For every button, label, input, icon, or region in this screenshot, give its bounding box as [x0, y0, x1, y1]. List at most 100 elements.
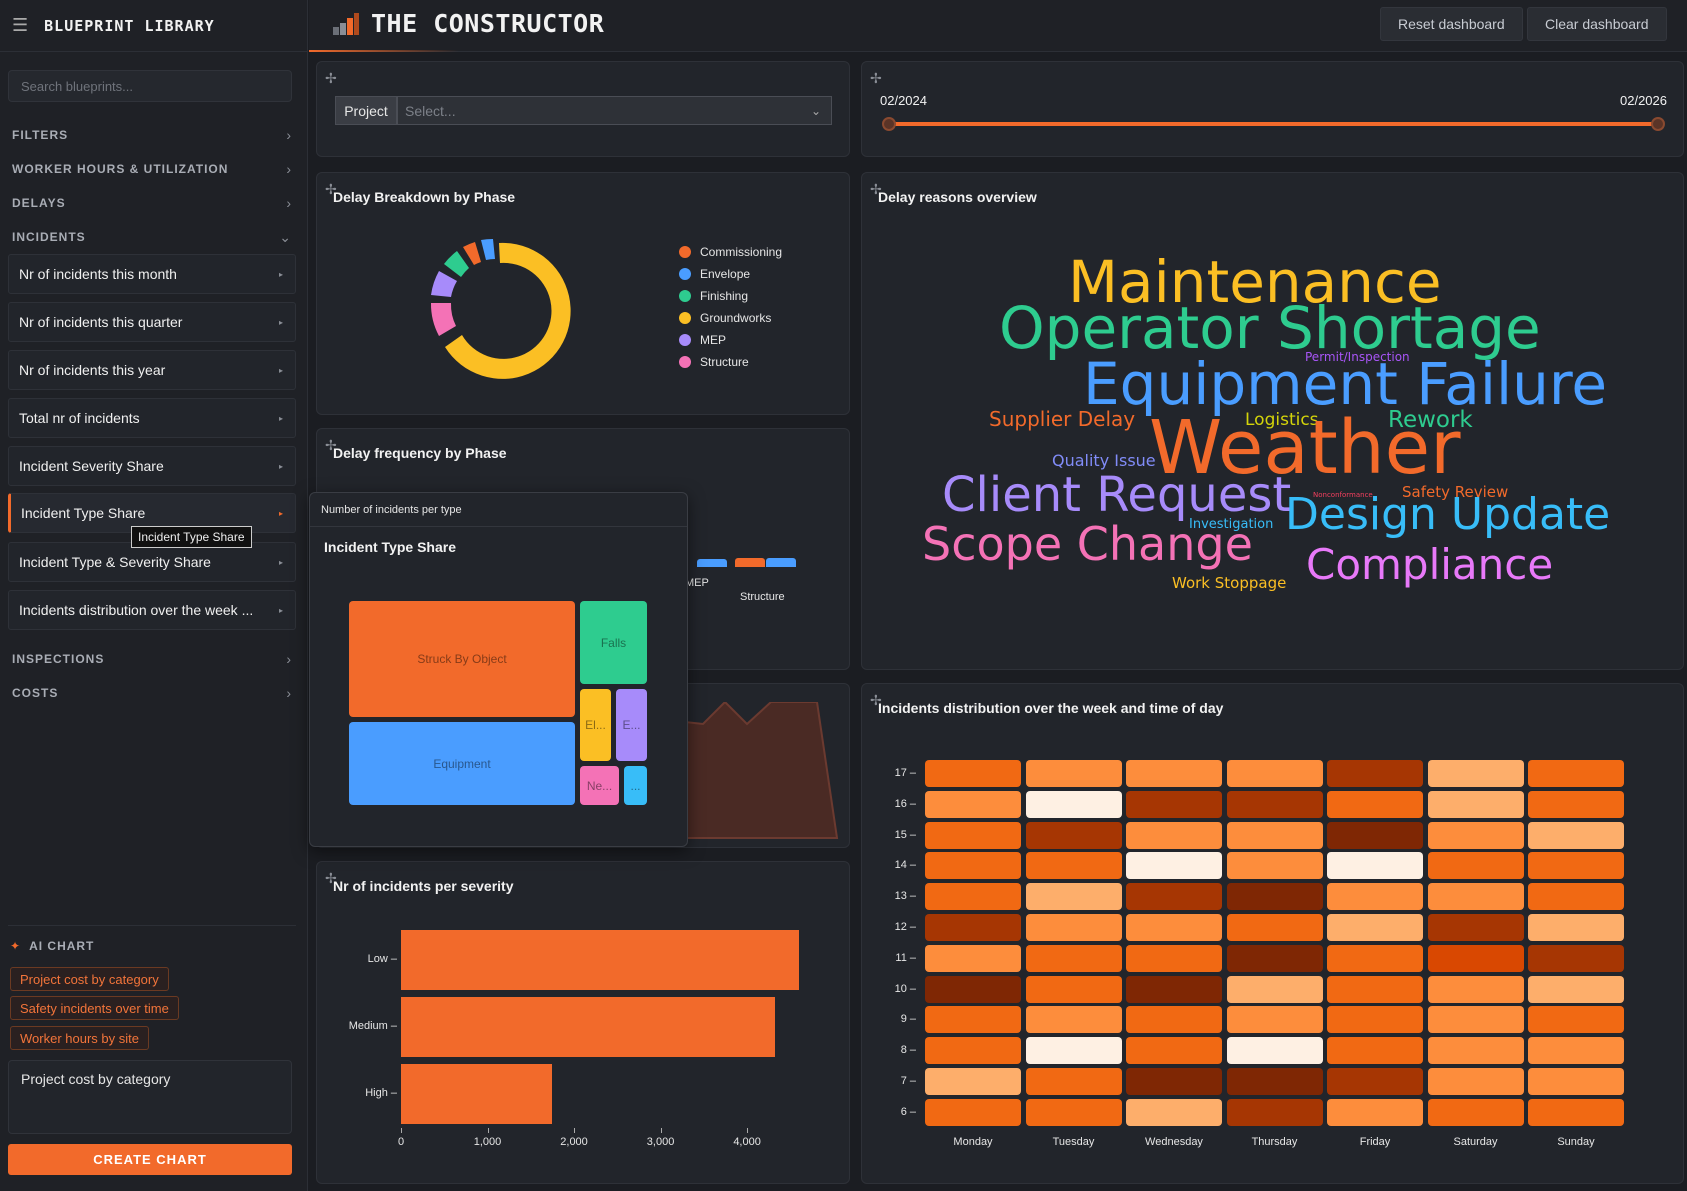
heatmap-cell[interactable] [1327, 852, 1423, 880]
word-cloud-word[interactable]: Maintenance [1068, 248, 1442, 316]
heatmap-cell[interactable] [1226, 975, 1323, 1003]
heatmap-cell[interactable] [1427, 1068, 1524, 1095]
heatmap-cell[interactable] [1226, 883, 1323, 911]
date-slider-start-handle[interactable] [882, 117, 896, 131]
heatmap-cell[interactable] [1126, 1037, 1222, 1065]
heatmap-cell[interactable] [1226, 1068, 1323, 1095]
legend-item[interactable]: Structure [679, 355, 749, 369]
legend-item[interactable]: MEP [679, 333, 726, 347]
date-slider-track[interactable] [888, 122, 1657, 126]
word-cloud-word[interactable]: Work Stoppage [1172, 574, 1287, 592]
word-cloud-word[interactable]: Permit/Inspection [1305, 350, 1410, 364]
severity-bar[interactable] [401, 1064, 552, 1124]
heatmap-cell[interactable] [925, 852, 1021, 880]
legend-item[interactable]: Finishing [679, 289, 748, 303]
heatmap-cell[interactable] [1025, 1068, 1122, 1095]
heatmap-cell[interactable] [1126, 790, 1222, 818]
section-inspections[interactable]: INSPECTIONS › [12, 648, 292, 670]
word-cloud-word[interactable]: Nonconformance [1313, 491, 1373, 499]
heatmap-cell[interactable] [1025, 821, 1122, 849]
heatmap-cell[interactable] [1226, 760, 1323, 787]
heatmap-cell[interactable] [925, 975, 1021, 1003]
word-cloud-word[interactable]: Weather [1149, 405, 1461, 491]
reset-dashboard-button[interactable]: Reset dashboard [1380, 7, 1523, 41]
heatmap-cell[interactable] [1528, 944, 1624, 972]
heatmap-cell[interactable] [1126, 944, 1222, 972]
heatmap-cell[interactable] [1528, 790, 1624, 818]
date-slider-end-handle[interactable] [1651, 117, 1665, 131]
heatmap-cell[interactable] [1126, 914, 1222, 941]
heatmap-cell[interactable] [1327, 1037, 1423, 1065]
heatmap-cell[interactable] [1226, 1098, 1323, 1126]
heatmap-cell[interactable] [1126, 821, 1222, 849]
heatmap-cell[interactable] [925, 760, 1021, 787]
section-filters[interactable]: FILTERS › [12, 124, 292, 146]
heatmap-cell[interactable] [1528, 975, 1624, 1003]
sidebar-item-type-severity-share[interactable]: Incident Type & Severity Share ▸ [8, 542, 296, 582]
heatmap-cell[interactable] [925, 914, 1021, 941]
heatmap-cell[interactable] [1226, 790, 1323, 818]
heatmap-cell[interactable] [1126, 883, 1222, 911]
heatmap-cell[interactable] [1528, 1006, 1624, 1034]
section-worker-hours[interactable]: WORKER HOURS & UTILIZATION › [12, 158, 292, 180]
ai-suggestion-chip[interactable]: Worker hours by site [10, 1026, 149, 1050]
treemap-tile[interactable]: Struck By Object [349, 601, 575, 717]
menu-icon[interactable]: ☰ [12, 15, 29, 35]
section-incidents[interactable]: INCIDENTS ⌄ [12, 226, 292, 248]
sidebar-item-incidents-month[interactable]: Nr of incidents this month ▸ [8, 254, 296, 294]
heatmap-cell[interactable] [1025, 852, 1122, 880]
severity-bar[interactable] [401, 997, 775, 1057]
heatmap-cell[interactable] [1528, 821, 1624, 849]
section-delays[interactable]: DELAYS › [12, 192, 292, 214]
heatmap-cell[interactable] [1025, 760, 1122, 787]
heatmap-cell[interactable] [925, 1068, 1021, 1095]
word-cloud-word[interactable]: Client Request [942, 467, 1292, 523]
sidebar-item-total-incidents[interactable]: Total nr of incidents ▸ [8, 398, 296, 438]
sidebar-item-incidents-distribution[interactable]: Incidents distribution over the week ...… [8, 590, 296, 630]
ai-suggestion-chip[interactable]: Project cost by category [10, 967, 169, 991]
heatmap-cell[interactable] [1427, 760, 1524, 787]
heatmap-cell[interactable] [1427, 1098, 1524, 1126]
word-cloud-word[interactable]: Rework [1388, 407, 1473, 433]
word-cloud-word[interactable]: Supplier Delay [989, 407, 1136, 431]
heatmap-cell[interactable] [1427, 883, 1524, 911]
heatmap-cell[interactable] [1025, 1006, 1122, 1034]
sidebar-item-incidents-year[interactable]: Nr of incidents this year ▸ [8, 350, 296, 390]
heatmap-cell[interactable] [1528, 1037, 1624, 1065]
heatmap-cell[interactable] [1528, 760, 1624, 787]
word-cloud-word[interactable]: Investigation [1189, 517, 1274, 532]
heatmap-cell[interactable] [1126, 760, 1222, 787]
heatmap-cell[interactable] [1025, 883, 1122, 911]
heatmap-cell[interactable] [925, 1037, 1021, 1065]
heatmap-cell[interactable] [1528, 883, 1624, 911]
heatmap-cell[interactable] [1226, 1037, 1323, 1065]
heatmap-cell[interactable] [1126, 852, 1222, 880]
heatmap-cell[interactable] [1327, 760, 1423, 787]
treemap-tile[interactable]: ... [624, 766, 647, 805]
heatmap-cell[interactable] [1226, 821, 1323, 849]
word-cloud-word[interactable]: Design Update [1285, 489, 1611, 540]
treemap-tile[interactable]: E... [616, 689, 647, 761]
sidebar-item-severity-share[interactable]: Incident Severity Share ▸ [8, 446, 296, 486]
heatmap-cell[interactable] [1327, 1068, 1423, 1095]
project-select[interactable]: Select... ⌄ [397, 96, 832, 125]
heatmap-cell[interactable] [1025, 914, 1122, 941]
word-cloud-word[interactable]: Equipment Failure [1083, 350, 1608, 418]
heatmap-cell[interactable] [1126, 1006, 1222, 1034]
treemap-tile[interactable]: Falls [580, 601, 647, 684]
section-costs[interactable]: COSTS › [12, 682, 292, 704]
ai-prompt-input[interactable] [8, 1060, 292, 1134]
clear-dashboard-button[interactable]: Clear dashboard [1527, 7, 1667, 41]
heatmap-cell[interactable] [925, 1006, 1021, 1034]
word-cloud-word[interactable]: Operator Shortage [999, 294, 1541, 362]
heatmap-cell[interactable] [1126, 975, 1222, 1003]
treemap-tile[interactable]: El... [580, 689, 611, 761]
heatmap-cell[interactable] [1126, 1098, 1222, 1126]
move-icon[interactable]: ✢ [870, 70, 882, 86]
heatmap-cell[interactable] [1427, 1037, 1524, 1065]
word-cloud-word[interactable]: Scope Change [922, 517, 1253, 571]
heatmap-cell[interactable] [1327, 1098, 1423, 1126]
heatmap-cell[interactable] [1327, 790, 1423, 818]
ai-suggestion-chip[interactable]: Safety incidents over time [10, 996, 179, 1020]
word-cloud-word[interactable]: Logistics [1245, 410, 1319, 430]
